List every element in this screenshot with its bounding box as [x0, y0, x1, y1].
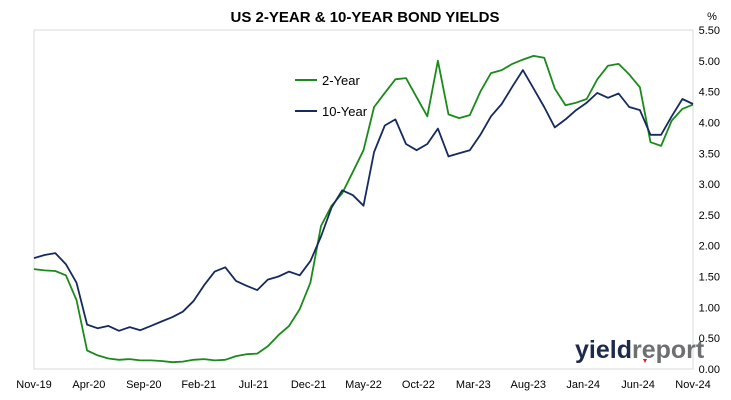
x-tick-label: Dec-21: [291, 379, 326, 391]
legend: 2-Year 10-Year: [295, 73, 368, 119]
x-tick-label: Apr-20: [72, 379, 105, 391]
series-layer: [33, 55, 694, 364]
logo-part-yield: yield: [575, 336, 632, 364]
legend-label-10-year: 10-Year: [322, 104, 368, 119]
logo-mark-icon: [643, 359, 647, 363]
y-tick-label: 1.00: [699, 302, 720, 314]
svg-text:yieldreport: yieldreport: [575, 336, 705, 364]
y-tick-label: 5.00: [699, 56, 720, 68]
logo-part-report: report: [632, 336, 705, 364]
series-line-2-year: [33, 55, 694, 364]
x-tick-label: Nov-24: [675, 379, 710, 391]
y-tick-label: 3.00: [699, 179, 720, 191]
y-tick-label: 2.50: [699, 210, 720, 222]
y-tick-label: 4.50: [699, 87, 720, 99]
x-tick-label: Aug-23: [511, 379, 546, 391]
x-tick-label: Mar-23: [456, 379, 491, 391]
x-tick-label: Nov-19: [16, 379, 51, 391]
y-axis: 0.00 0.50 1.00 1.50 2.00 2.50 3.00 3.50 4.00 4.50…: [699, 25, 720, 376]
yieldreport-logo: yieldreport: [575, 336, 705, 364]
plot-area: [33, 29, 694, 370]
x-tick-label: Jan-24: [566, 379, 600, 391]
y-tick-label: 2.00: [699, 241, 720, 253]
y-tick-label: 1.50: [699, 272, 720, 284]
y-tick-label: 0.50: [699, 333, 720, 345]
y-tick-label: 4.00: [699, 117, 720, 129]
plot-frame: [33, 29, 694, 370]
legend-label-2-year: 2-Year: [322, 73, 360, 88]
y-tick-label: 3.50: [699, 148, 720, 160]
y-axis-unit: %: [707, 11, 717, 23]
series-line-10-year: [33, 69, 694, 332]
y-tick-label: 5.50: [699, 25, 720, 37]
y-tick-label: 0.00: [699, 364, 720, 376]
x-tick-label: Jun-24: [621, 379, 655, 391]
x-tick-label: Sep-20: [126, 379, 161, 391]
x-tick-label: Oct-22: [402, 379, 435, 391]
x-tick-label: May-22: [345, 379, 382, 391]
x-tick-label: Feb-21: [181, 379, 216, 391]
x-axis: Nov-19 Apr-20 Sep-20 Feb-21 Jul-21 Dec-21 May-…: [16, 379, 710, 391]
x-tick-label: Jul-21: [239, 379, 269, 391]
chart-title: US 2-YEAR & 10-YEAR BOND YIELDS: [231, 9, 500, 26]
